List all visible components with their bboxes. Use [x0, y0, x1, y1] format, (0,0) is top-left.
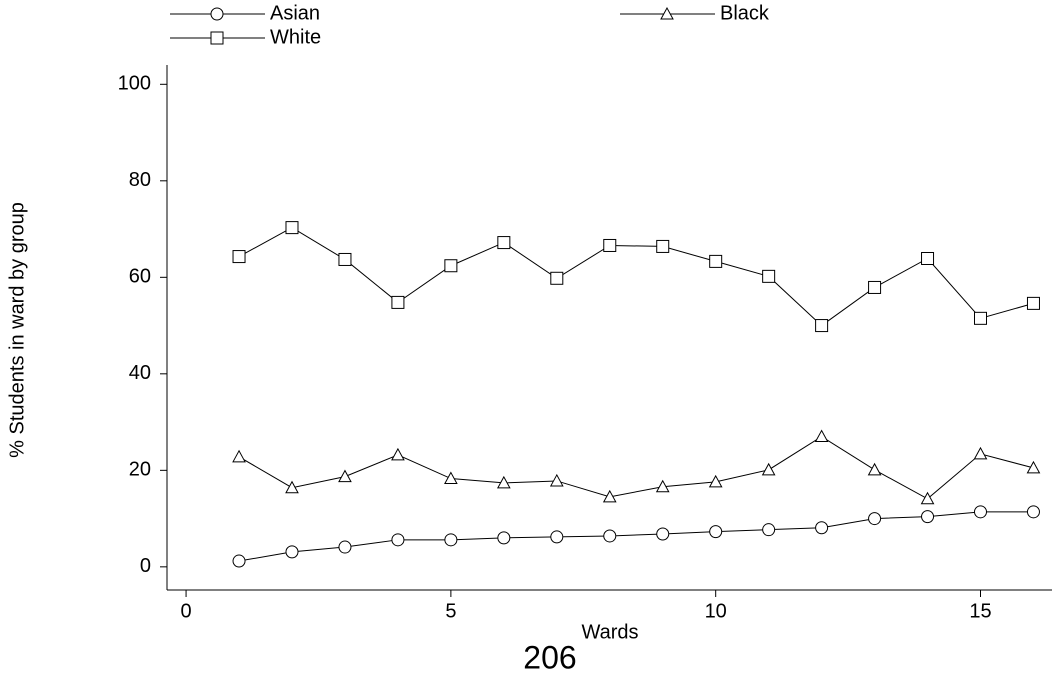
marker: [550, 530, 564, 544]
marker: [762, 523, 776, 537]
marker: [867, 462, 882, 476]
marker: [1026, 296, 1040, 310]
marker: [1026, 460, 1041, 474]
marker: [285, 545, 299, 559]
marker: [338, 540, 352, 554]
series-line: [238, 227, 1034, 327]
marker: [868, 280, 882, 294]
marker: [338, 469, 352, 483]
marker: [444, 533, 458, 547]
legend-label: Asian: [270, 2, 320, 24]
marker: [550, 271, 564, 285]
legend-label: Black: [720, 2, 770, 24]
y-tick-label: 80: [129, 169, 151, 191]
x-tick-label: 15: [969, 600, 991, 622]
marker: [549, 473, 564, 487]
marker: [921, 510, 935, 524]
marker: [761, 462, 776, 476]
marker: [391, 295, 405, 309]
y-tick-label: 100: [118, 73, 151, 95]
marker: [391, 447, 405, 461]
marker: [655, 479, 670, 493]
marker: [603, 238, 617, 252]
marker: [1026, 505, 1040, 519]
y-axis-label: % Students in ward by group: [6, 202, 28, 458]
marker: [210, 31, 224, 45]
y-tick-label: 40: [129, 362, 151, 384]
marker: [973, 446, 988, 460]
marker: [921, 251, 935, 265]
marker: [920, 491, 935, 505]
marker: [709, 254, 723, 268]
marker: [656, 527, 670, 541]
marker: [660, 6, 674, 20]
marker: [815, 319, 829, 333]
marker: [815, 521, 829, 535]
marker: [232, 250, 246, 264]
marker: [285, 480, 299, 494]
marker: [762, 269, 776, 283]
marker: [709, 525, 723, 539]
marker: [656, 239, 670, 253]
marker: [868, 512, 882, 526]
series-line: [238, 435, 1034, 500]
y-tick-label: 0: [140, 555, 151, 577]
marker: [974, 505, 988, 519]
marker: [232, 449, 246, 463]
marker: [814, 429, 829, 443]
marker: [338, 252, 352, 266]
marker: [603, 529, 617, 543]
x-axis-label: Wards: [581, 621, 638, 643]
x-tick-label: 0: [181, 600, 192, 622]
marker: [391, 533, 405, 547]
marker: [496, 475, 511, 489]
x-tick-label: 5: [445, 600, 456, 622]
y-tick-label: 60: [129, 266, 151, 288]
y-tick-label: 20: [129, 459, 151, 481]
page-number: 206: [523, 639, 576, 675]
marker: [444, 259, 458, 273]
marker: [497, 531, 511, 545]
marker: [497, 236, 511, 250]
marker: [285, 221, 299, 235]
marker: [974, 311, 988, 325]
legend-label: White: [270, 26, 321, 48]
x-tick-label: 10: [705, 600, 727, 622]
marker: [210, 7, 224, 21]
marker: [444, 471, 458, 485]
marker: [232, 554, 246, 568]
marker: [708, 474, 723, 488]
series-line: [238, 511, 1034, 562]
marker: [602, 489, 617, 503]
